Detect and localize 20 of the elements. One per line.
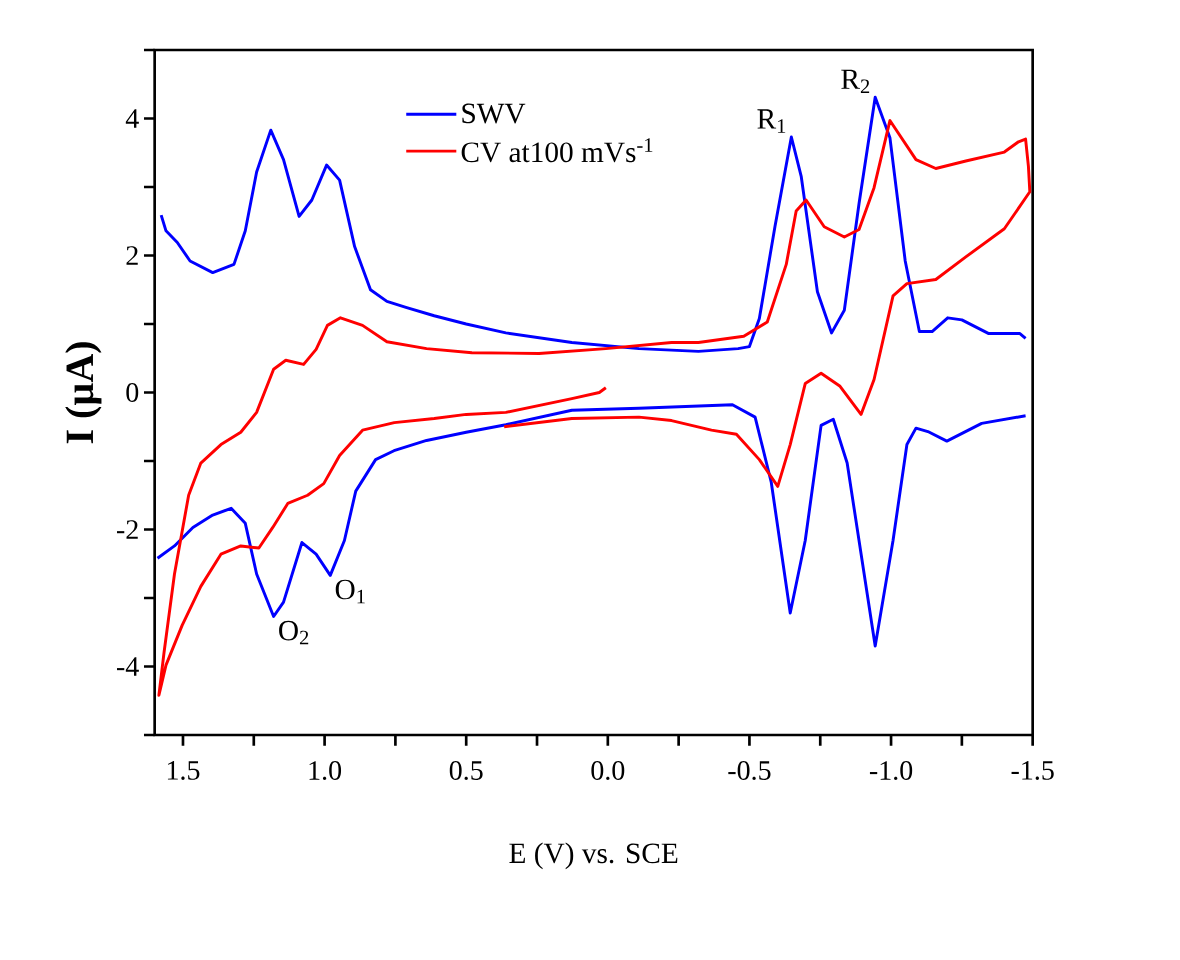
x-tick-label: 0.5 — [449, 761, 483, 781]
x-tick-label: -0.5 — [728, 761, 771, 781]
annotation: O$_{2}$ — [279, 620, 309, 645]
y-axis-title: I (µA) — [65, 342, 102, 444]
x-axis-title: E (V) vs. SCE — [509, 842, 678, 870]
y-tick-label: -2 — [117, 520, 138, 539]
x-tick-label: 1.0 — [309, 761, 342, 781]
x-tick-label: -1.0 — [869, 761, 913, 781]
x-tick-label: 1.5 — [167, 761, 200, 780]
y-tick-label: -4 — [117, 657, 139, 676]
annotation: R$_{1}$ — [757, 109, 786, 133]
y-tick-label: 4 — [125, 109, 139, 128]
y-tick-label: 2 — [126, 246, 138, 265]
x-tick-label: -1.5 — [1011, 761, 1054, 780]
y-tick-label: 0 — [126, 383, 139, 402]
legend-label: SWV — [462, 103, 526, 124]
legend-label: CV at100 mVs$^{-1}$ — [461, 138, 653, 163]
annotation: O$_{1}$ — [335, 579, 365, 604]
x-tick-label: 0.0 — [591, 761, 625, 781]
annotation: R$_{2}$ — [841, 69, 870, 93]
